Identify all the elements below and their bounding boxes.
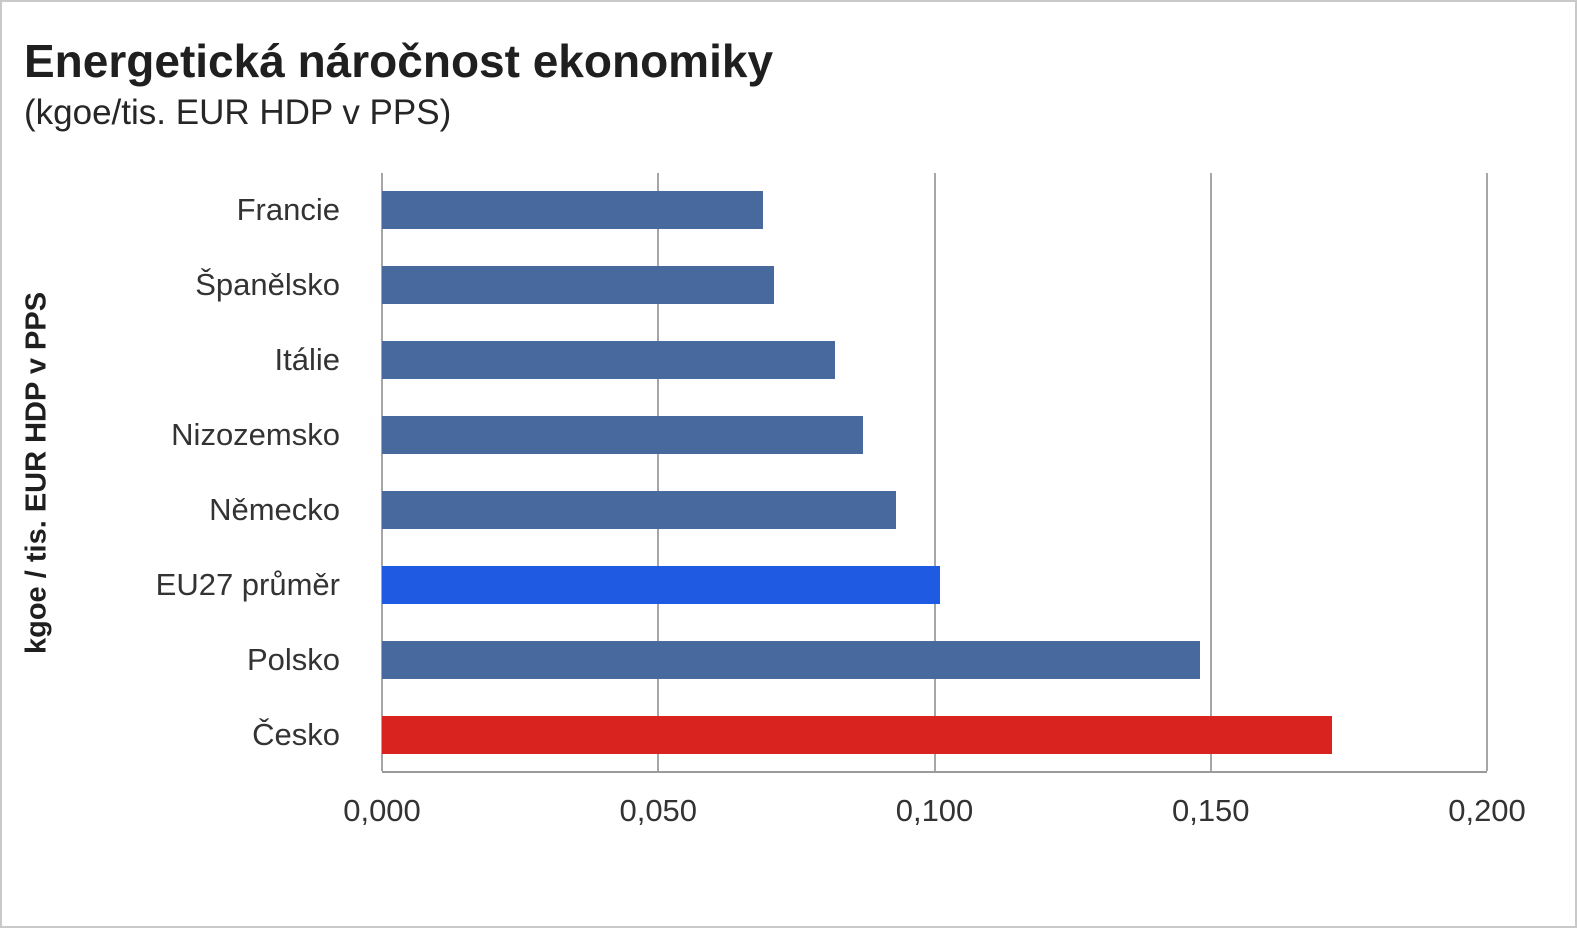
gridline <box>657 172 660 771</box>
gridline <box>1486 172 1488 771</box>
category-labels: Francie Španělsko Itálie Nizozemsko Německo E… <box>72 173 382 773</box>
x-tick-label: 0,000 <box>343 792 421 828</box>
bar-row <box>382 698 1487 773</box>
bar-nizozemsko <box>382 416 863 455</box>
x-tick-label: 0,050 <box>619 792 698 828</box>
bar-polsko <box>382 641 1200 680</box>
category-label: Česko <box>252 717 340 753</box>
chart-subtitle: (kgoe/tis. EUR HDP v PPS) <box>24 92 452 132</box>
chart-header: Energetická náročnost ekonomiky (kgoe/ti… <box>2 2 1575 133</box>
x-tick-label: 0,200 <box>1448 792 1526 828</box>
bar-německo <box>382 491 896 530</box>
y-axis-title: kgoe / tis. EUR HDP v PPS <box>20 291 53 654</box>
x-axis-ticks: 0,000 0,050 0,100 0,150 0,200 <box>343 773 1526 843</box>
x-tick-label: 0,150 <box>1171 792 1250 828</box>
bar-row <box>382 173 1487 248</box>
gridline <box>933 172 936 771</box>
bar-eu27-průměr <box>382 566 941 605</box>
category-label: EU27 průměr <box>155 567 340 603</box>
category-label: Francie <box>236 192 340 228</box>
x-axis-spacer <box>2 773 382 843</box>
bar-row <box>382 473 1487 548</box>
category-label: Německo <box>209 492 340 528</box>
bar-row <box>382 623 1487 698</box>
category-label: Polsko <box>246 642 340 678</box>
plot-area <box>381 172 1488 773</box>
bar-španělsko <box>382 266 775 305</box>
category-label: Španělsko <box>195 267 340 303</box>
bar-row <box>382 323 1487 398</box>
gridline <box>1209 172 1212 771</box>
x-axis: 0,000 0,050 0,100 0,150 0,200 <box>2 773 1575 843</box>
bar-row <box>382 248 1487 323</box>
bar-row <box>382 398 1487 473</box>
bar-česko <box>382 716 1333 755</box>
bar-itálie <box>382 341 836 380</box>
category-label: Itálie <box>274 342 340 378</box>
gridline <box>381 172 383 771</box>
category-label: Nizozemsko <box>171 417 340 453</box>
bar-row <box>382 548 1487 623</box>
x-tick-label: 0,100 <box>895 792 974 828</box>
chart-title: Energetická náročnost ekonomiky <box>24 35 774 87</box>
chart-area: kgoe / tis. EUR HDP v PPS Francie Španěls… <box>2 172 1575 773</box>
bar-francie <box>382 191 764 230</box>
